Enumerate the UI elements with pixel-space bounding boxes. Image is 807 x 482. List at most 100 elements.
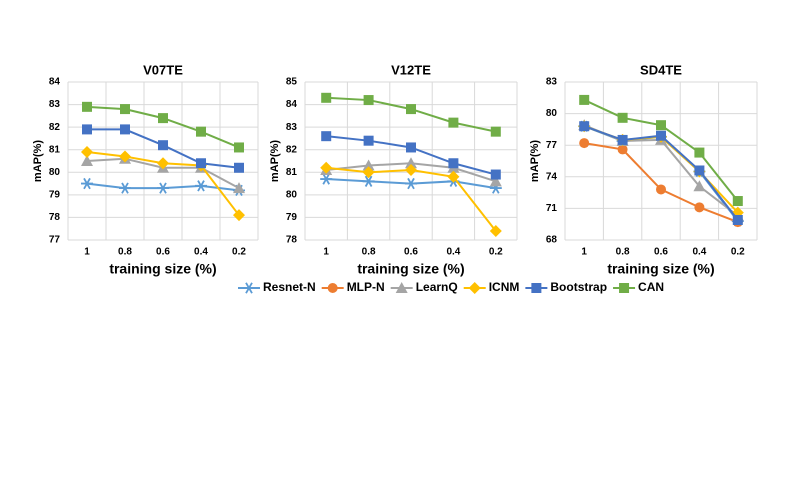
legend-label: CAN [638,280,664,294]
point [489,175,502,187]
y-axis-label: mAP(%) [269,140,281,183]
point [656,120,666,131]
point [120,104,130,115]
point [531,283,542,293]
y-tick-label: 80 [49,167,61,178]
y-tick-label: 85 [286,77,298,88]
y-tick-label: 78 [49,212,61,223]
point [448,158,459,169]
point [406,142,416,153]
y-tick-label: 78 [286,235,298,246]
x-tick-label: 0.4 [446,247,460,258]
point [119,182,131,194]
legend-label: ICNM [489,280,520,294]
point [448,117,459,128]
point [619,283,630,293]
legend-label: Resnet-N [263,280,316,294]
x-tick-label: 0.8 [616,247,630,258]
point [363,95,374,106]
y-tick-label: 77 [546,140,558,151]
point [157,182,169,194]
legend-label: Bootstrap [550,280,607,294]
x-tick-label: 1 [581,247,587,258]
point [694,147,705,158]
x-axis-label: training size (%) [357,261,464,277]
x-tick-label: 0.6 [654,247,668,258]
y-tick-label: 83 [286,122,298,133]
y-axis-label: mAP(%) [32,140,44,183]
chart-title: V12TE [391,62,431,77]
point [120,124,130,135]
chart-title: SD4TE [640,62,682,77]
point [395,282,408,293]
x-tick-label: 0.2 [731,247,745,258]
point [320,161,333,174]
y-tick-label: 68 [546,235,558,246]
y-tick-label: 84 [286,99,298,110]
series [320,161,502,237]
point [656,184,666,195]
point [81,155,93,166]
legend-item: Bootstrap [525,280,607,294]
series [82,101,244,153]
legend-item: ICNM [463,280,520,294]
point [490,126,501,137]
chart-title: V07TE [143,62,183,77]
series [81,177,245,196]
point [119,150,131,163]
series [82,124,244,173]
legend-label: LearnQ [416,280,458,294]
x-axis-label: training size (%) [607,261,714,277]
point [579,94,590,105]
point [405,157,417,169]
point [81,145,93,158]
point [406,104,416,115]
point [234,142,244,153]
x-tick-label: 0.8 [362,247,376,258]
x-tick-label: 0.2 [489,247,503,258]
point [447,170,460,183]
y-tick-label: 71 [546,203,558,214]
point [195,180,207,192]
y-tick-label: 80 [546,108,558,119]
point [327,283,338,293]
point [468,282,481,294]
point [656,130,666,141]
y-tick-label: 74 [546,171,558,182]
point [617,144,628,155]
series [81,145,245,222]
point [732,214,743,225]
x-tick-label: 0.4 [692,247,706,258]
point [362,175,375,187]
point [158,113,168,124]
y-tick-label: 83 [49,99,61,110]
point [579,138,590,149]
series [579,121,743,225]
series [321,92,501,137]
line [326,166,497,232]
legend-item: Resnet-N [238,280,316,294]
series [579,94,743,207]
point [243,282,255,294]
y-tick-label: 77 [49,235,61,246]
point [196,158,206,169]
y-tick-label: 79 [286,212,298,223]
point [196,126,206,137]
x-tick-label: 0.6 [404,247,418,258]
y-tick-label: 83 [546,77,558,88]
y-tick-label: 80 [286,189,298,200]
point [363,135,374,146]
legend-item: CAN [613,280,664,294]
point [81,177,93,190]
point [362,159,375,171]
point [233,182,245,194]
series [321,131,501,180]
point [693,180,706,192]
x-axis-label: training size (%) [109,261,216,277]
point [405,164,417,177]
y-axis-label: mAP(%) [529,140,541,183]
point [694,202,705,213]
legend-item: LearnQ [390,280,458,294]
point [157,157,169,170]
